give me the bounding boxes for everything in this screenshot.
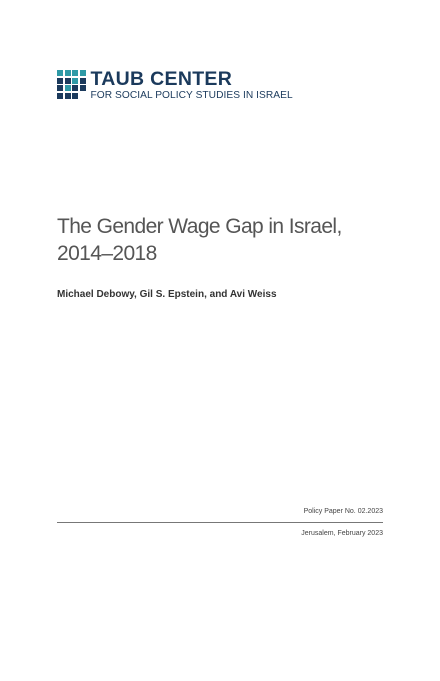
divider [57,522,383,523]
logo-subtitle: FOR SOCIAL POLICY STUDIES IN ISRAEL [90,90,293,101]
publication-place-date: Jerusalem, February 2023 [301,530,383,537]
document-title-line1: The Gender Wage Gap in Israel, [57,215,342,238]
policy-paper-number: Policy Paper No. 02.2023 [303,508,383,515]
logo-grid-icon [57,70,86,99]
logo-title: TAUB CENTER [90,68,233,90]
document-title-line2: 2014–2018 [57,242,157,265]
logo-text: TAUB CENTER FOR SOCIAL POLICY STUDIES IN… [90,68,293,102]
document-title: The Gender Wage Gap in Israel, 2014–2018 [57,213,397,267]
authors: Michael Debowy, Gil S. Epstein, and Avi … [57,289,277,300]
taub-center-logo: TAUB CENTER FOR SOCIAL POLICY STUDIES IN… [57,68,293,102]
